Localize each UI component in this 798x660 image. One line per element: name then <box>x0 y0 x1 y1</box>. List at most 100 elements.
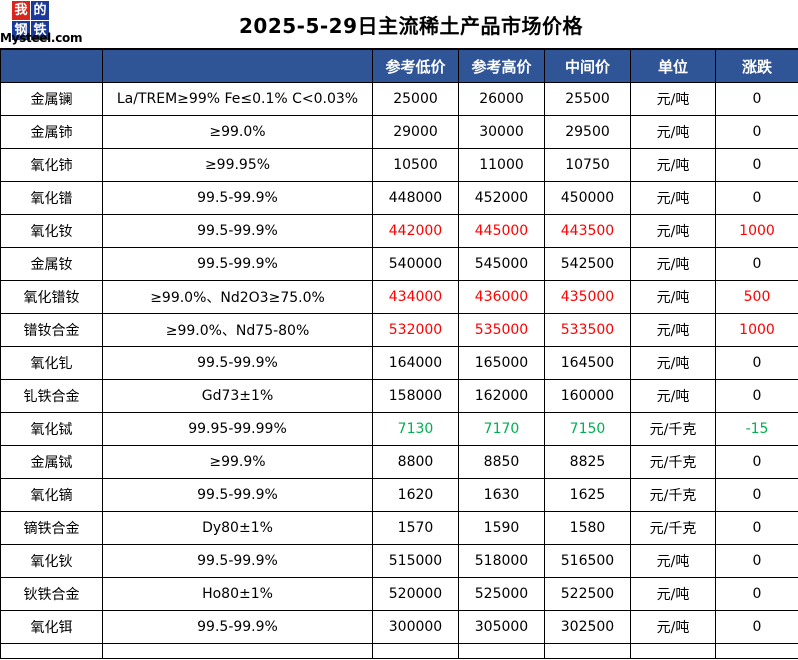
product-name-cell: 氧化镨 <box>0 181 103 215</box>
mid-price-cell: 522500 <box>544 577 631 611</box>
header-mid-price: 中间价 <box>544 49 631 83</box>
spec-cell: 99.5-99.9% <box>102 544 373 578</box>
logo-char-3: 钢 <box>12 21 30 40</box>
mid-price-cell: 29500 <box>544 115 631 149</box>
high-price-cell: 1630 <box>458 478 545 512</box>
table-row: 氧化镨 99.5-99.9% 448000 452000 450000 元/吨 0 <box>0 181 798 215</box>
product-name-cell: 氧化铒 <box>0 610 103 644</box>
change-cell: 0 <box>715 445 798 479</box>
table-row: 氧化钆 99.5-99.9% 164000 165000 164500 元/吨 0 <box>0 346 798 380</box>
spec-cell: Ho80±1% <box>102 577 373 611</box>
product-name-cell: 镝铁合金 <box>0 511 103 545</box>
unit-cell: 元/千克 <box>630 478 716 512</box>
unit-cell: 元/千克 <box>630 511 716 545</box>
high-price-cell: 11000 <box>458 148 545 182</box>
logo-char-4: 铁 <box>31 21 49 40</box>
spec-cell: 99.5-99.9% <box>102 181 373 215</box>
mid-price-cell: 25500 <box>544 82 631 116</box>
product-name-cell: 氧化铽 <box>0 412 103 446</box>
spec-cell: La/TREM≥99% Fe≤0.1% C<0.03% <box>102 82 373 116</box>
header-name <box>0 49 103 83</box>
header-low-price: 参考低价 <box>372 49 459 83</box>
table-body: 金属镧 La/TREM≥99% Fe≤0.1% C<0.03% 25000 26000… <box>0 82 798 659</box>
spec-cell: ≥99.9% <box>102 445 373 479</box>
low-price-cell: 10500 <box>372 148 459 182</box>
spec-cell: 99.5-99.9% <box>102 478 373 512</box>
mid-price-cell: 10750 <box>544 148 631 182</box>
unit-cell: 元/吨 <box>630 346 716 380</box>
logo-wordmark: Mysteel.com <box>0 31 83 45</box>
table-row: 金属镧 La/TREM≥99% Fe≤0.1% C<0.03% 25000 26000… <box>0 82 798 116</box>
unit-cell: 元/吨 <box>630 544 716 578</box>
high-price-cell: 518000 <box>458 544 545 578</box>
mid-price-cell: 450000 <box>544 181 631 215</box>
unit-cell: 元/吨 <box>630 577 716 611</box>
product-name-cell: 氧化钆 <box>0 346 103 380</box>
empty-cell <box>715 643 798 659</box>
mid-price-cell: 302500 <box>544 610 631 644</box>
high-price-cell: 8850 <box>458 445 545 479</box>
high-price-cell: 436000 <box>458 280 545 314</box>
product-name-cell: 氧化钬 <box>0 544 103 578</box>
spec-cell: ≥99.0%、Nd75-80% <box>102 313 373 347</box>
low-price-cell: 164000 <box>372 346 459 380</box>
page-title: 2025-5-29日主流稀土产品市场价格 <box>238 13 583 38</box>
unit-cell: 元/吨 <box>630 214 716 248</box>
table-row: 钬铁合金 Ho80±1% 520000 525000 522500 元/吨 0 <box>0 577 798 611</box>
unit-cell: 元/吨 <box>630 148 716 182</box>
header-row: 参考低价 参考高价 中间价 单位 涨跌 <box>0 49 798 83</box>
unit-cell: 元/千克 <box>630 412 716 446</box>
unit-cell: 元/千克 <box>630 445 716 479</box>
header-unit: 单位 <box>630 49 716 83</box>
mid-price-cell: 1580 <box>544 511 631 545</box>
empty-cell <box>630 643 716 659</box>
high-price-cell: 7170 <box>458 412 545 446</box>
unit-cell: 元/吨 <box>630 280 716 314</box>
header-high-price: 参考高价 <box>458 49 545 83</box>
empty-cell <box>458 643 545 659</box>
change-cell: 0 <box>715 511 798 545</box>
low-price-cell: 515000 <box>372 544 459 578</box>
table-row: 氧化铈 ≥99.95% 10500 11000 10750 元/吨 0 <box>0 148 798 182</box>
low-price-cell: 1570 <box>372 511 459 545</box>
high-price-cell: 452000 <box>458 181 545 215</box>
high-price-cell: 26000 <box>458 82 545 116</box>
change-cell: 1000 <box>715 214 798 248</box>
change-cell: 0 <box>715 181 798 215</box>
change-cell: 0 <box>715 610 798 644</box>
table-row: 金属钕 99.5-99.9% 540000 545000 542500 元/吨 0 <box>0 247 798 281</box>
unit-cell: 元/吨 <box>630 181 716 215</box>
spec-cell: Dy80±1% <box>102 511 373 545</box>
mid-price-cell: 443500 <box>544 214 631 248</box>
table-row: 金属铈 ≥99.0% 29000 30000 29500 元/吨 0 <box>0 115 798 149</box>
empty-cell <box>544 643 631 659</box>
change-cell: -15 <box>715 412 798 446</box>
table-row: 氧化铽 99.95-99.99% 7130 7170 7150 元/千克 -15 <box>0 412 798 446</box>
low-price-cell: 7130 <box>372 412 459 446</box>
high-price-cell: 525000 <box>458 577 545 611</box>
low-price-cell: 1620 <box>372 478 459 512</box>
mid-price-cell: 533500 <box>544 313 631 347</box>
table-row: 金属铽 ≥99.9% 8800 8850 8825 元/千克 0 <box>0 445 798 479</box>
mid-price-cell: 7150 <box>544 412 631 446</box>
table-row: 镨钕合金 ≥99.0%、Nd75-80% 532000 535000 533500 元/吨… <box>0 313 798 347</box>
high-price-cell: 535000 <box>458 313 545 347</box>
unit-cell: 元/吨 <box>630 313 716 347</box>
mid-price-cell: 164500 <box>544 346 631 380</box>
high-price-cell: 545000 <box>458 247 545 281</box>
unit-cell: 元/吨 <box>630 610 716 644</box>
product-name-cell: 金属钕 <box>0 247 103 281</box>
spec-cell: ≥99.0% <box>102 115 373 149</box>
high-price-cell: 1590 <box>458 511 545 545</box>
unit-cell: 元/吨 <box>630 379 716 413</box>
high-price-cell: 162000 <box>458 379 545 413</box>
low-price-cell: 300000 <box>372 610 459 644</box>
low-price-cell: 532000 <box>372 313 459 347</box>
low-price-cell: 448000 <box>372 181 459 215</box>
change-cell: 0 <box>715 577 798 611</box>
product-name-cell: 氧化铈 <box>0 148 103 182</box>
spec-cell: 99.5-99.9% <box>102 214 373 248</box>
spec-cell: Gd73±1% <box>102 379 373 413</box>
product-name-cell: 金属镧 <box>0 82 103 116</box>
unit-cell: 元/吨 <box>630 82 716 116</box>
